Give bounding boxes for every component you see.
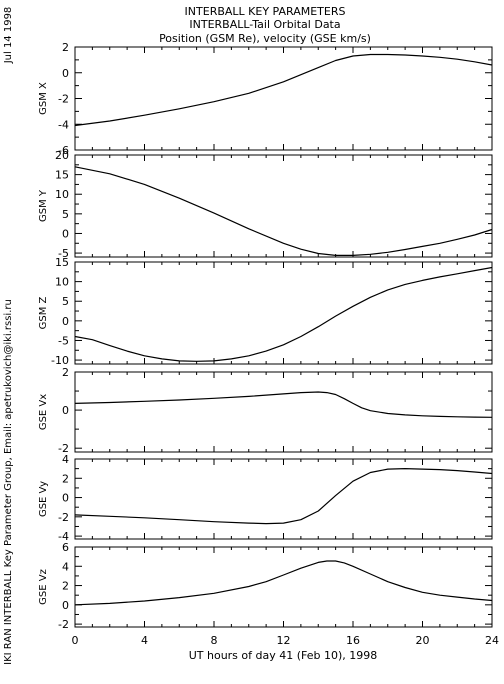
- gse-vx-plot-frame: [74, 371, 493, 453]
- gsm-z-ytick-label: -5: [58, 334, 69, 347]
- gsm-z-ytick-label: 15: [55, 256, 69, 269]
- gse-vy-ytick-label: 0: [62, 492, 69, 505]
- gsm-z-ytick-label: 10: [55, 276, 69, 289]
- gsm-z-plot-frame: [74, 261, 493, 365]
- gse-vy-ytick-label: 2: [62, 472, 69, 485]
- gsm-y-ytick-label: -5: [58, 247, 69, 260]
- x-tick-label: 8: [211, 634, 218, 647]
- credit-label: IKI RAN INTERBALL Key Parameter Group, E…: [3, 299, 14, 665]
- gsm-x-ytick-label: 0: [62, 67, 69, 80]
- x-tick-label: 24: [485, 634, 499, 647]
- gse-vz-ytick-label: 2: [62, 580, 69, 593]
- gsm-z-ytick-label: 5: [62, 295, 69, 308]
- gsm-x-ytick-label: -4: [58, 118, 69, 131]
- x-tick-label: 4: [141, 634, 148, 647]
- gse-vy-ytick-label: 4: [62, 453, 69, 466]
- gsm-z-series-line: [74, 266, 493, 362]
- gsm-z-axis-label: GSM Z: [38, 296, 49, 329]
- gse-vx-axis-label: GSE Vx: [38, 394, 49, 430]
- x-axis-label: UT hours of day 41 (Feb 10), 1998: [189, 649, 378, 662]
- gsm-z-ytick-label: 0: [62, 315, 69, 328]
- gse-vx-ytick-label: -2: [58, 442, 69, 455]
- gse-vz-ytick-label: 6: [62, 541, 69, 554]
- x-tick-label: 12: [277, 634, 291, 647]
- gse-vz-axis-label: GSE Vz: [38, 569, 49, 605]
- gsm-y-ytick-label: 20: [55, 149, 69, 162]
- gse-vx-ytick-label: 2: [62, 366, 69, 379]
- chart-title-line-2: INTERBALL-Tail Orbital Data: [189, 18, 340, 31]
- gse-vz-ytick-label: -2: [58, 618, 69, 631]
- gse-vx-ytick-label: 0: [62, 404, 69, 417]
- gsm-y-plot-frame: [74, 154, 493, 258]
- gsm-y-series-line: [74, 166, 493, 256]
- x-tick-label: 16: [346, 634, 360, 647]
- gse-vy-series-line: [74, 468, 493, 525]
- gse-vz-series-line: [74, 560, 493, 606]
- gsm-x-plot-frame: [74, 46, 493, 151]
- gse-vx-series-line: [74, 391, 493, 418]
- gsm-x-ytick-label: -6: [58, 144, 69, 157]
- gse-vz-ytick-label: 0: [62, 599, 69, 612]
- gse-vy-ytick-label: -2: [58, 511, 69, 524]
- gsm-y-ytick-label: 5: [62, 208, 69, 221]
- gse-vy-ytick-label: -4: [58, 530, 69, 543]
- chart-title-line-1: INTERBALL KEY PARAMETERS: [185, 5, 346, 18]
- gsm-x-ytick-label: -2: [58, 93, 69, 106]
- gse-vy-axis-label: GSE Vy: [38, 481, 49, 517]
- gsm-y-ytick-label: 10: [55, 188, 69, 201]
- gsm-x-axis-label: GSM X: [38, 82, 49, 115]
- chart-title-line-3: Position (GSM Re), velocity (GSE km/s): [159, 32, 371, 45]
- x-tick-label: 0: [72, 634, 79, 647]
- gsm-y-axis-label: GSM Y: [38, 189, 49, 222]
- gsm-z-ytick-label: -10: [51, 354, 69, 367]
- x-tick-label: 20: [416, 634, 430, 647]
- gsm-y-ytick-label: 15: [55, 169, 69, 182]
- gsm-y-ytick-label: 0: [62, 227, 69, 240]
- gsm-x-series-line: [74, 53, 493, 127]
- plot-date-label: Jul 14 1998: [3, 7, 14, 65]
- gse-vy-plot-frame: [74, 458, 493, 540]
- gse-vz-ytick-label: 4: [62, 560, 69, 573]
- gse-vz-plot-frame: [74, 546, 493, 628]
- gsm-x-ytick-label: 2: [62, 41, 69, 54]
